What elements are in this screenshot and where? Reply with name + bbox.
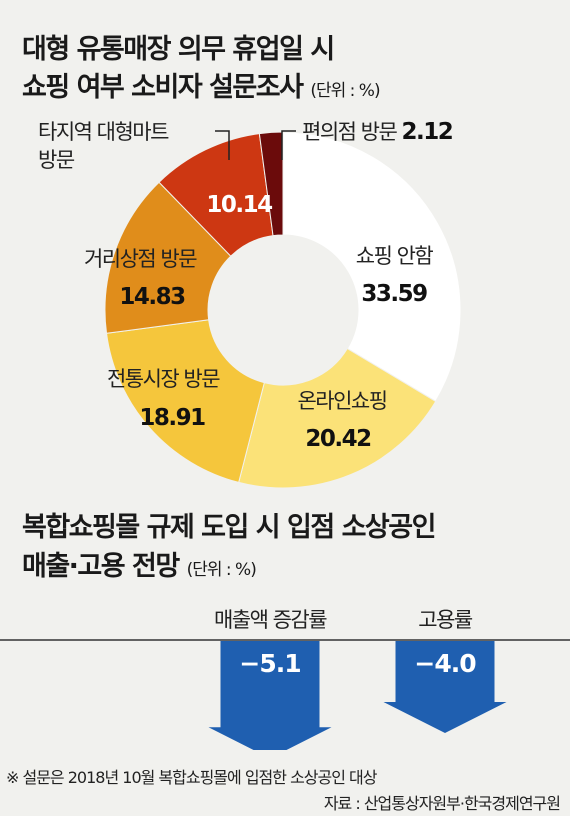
donut-slice-online [238, 347, 437, 489]
footnote: ※ 설문은 2018년 10월 복합쇼핑몰에 입점한 소상공인 대상 [6, 768, 377, 787]
chart2-unit: (단위 : %) [186, 560, 257, 580]
arrow-value-maechul: −5.1 [239, 649, 300, 678]
category-label-goyong: 고용률 [418, 608, 473, 632]
value-online: 20.42 [305, 426, 370, 452]
value-shopping-anham: 33.59 [361, 281, 427, 307]
leader-line-pyeonuijeom [281, 130, 296, 160]
donut-slice-shopping-anham [282, 131, 462, 403]
label-shopping-anham: 쇼핑 안함 [356, 244, 434, 268]
chart2-title-line2: 매출·고용 전망 (단위 : %) [22, 551, 257, 582]
value-tajiyeok: 10.14 [206, 192, 272, 218]
label-online: 온라인쇼핑 [297, 389, 386, 413]
donut-slice-georisangjeom [104, 181, 232, 334]
value-pyeonuijeom: 2.12 [401, 119, 452, 145]
label-pyeonuijeom: 편의점 방문 2.12 [302, 119, 452, 145]
label-tajiyeok-line1: 타지역 대형마트 [38, 120, 169, 144]
donut-slice-pyeonuijeom [258, 131, 284, 237]
donut-slice-jeontongsijang [105, 319, 265, 484]
chart1-title-line2: 쇼핑 여부 소비자 설문조사 (단위 : %) [22, 72, 381, 103]
chart2-title-line1: 복합쇼핑몰 규제 도입 시 입점 소상공인 [22, 512, 436, 543]
arrow-bar-maechul [208, 641, 332, 750]
value-jeontongsijang: 18.91 [139, 405, 205, 431]
category-label-maechul: 매출액 증감률 [214, 608, 327, 632]
leader-line-tajiyeok [215, 130, 230, 160]
label-jeontongsijang: 전통시장 방문 [107, 367, 220, 391]
arrow-bar-goyong [383, 641, 507, 733]
donut-chart: 타지역 대형마트 방문 편의점 방문 2.12 10.14 거리상점 방문 14… [38, 119, 462, 489]
label-georisangjeom: 거리상점 방문 [84, 247, 197, 271]
source: 자료 : 산업통상자원부·한국경제연구원 [323, 794, 561, 813]
chart1-unit: (단위 : %) [310, 81, 380, 101]
chart1-title-line1: 대형 유통매장 의무 휴업일 시 [22, 34, 335, 65]
arrow-value-goyong: −4.0 [414, 649, 476, 678]
arrow-chart: 매출액 증감률 고용률 −5.1 −4.0 [0, 608, 570, 750]
label-tajiyeok-line2: 방문 [38, 148, 75, 172]
value-georisangjeom: 14.83 [119, 284, 185, 310]
